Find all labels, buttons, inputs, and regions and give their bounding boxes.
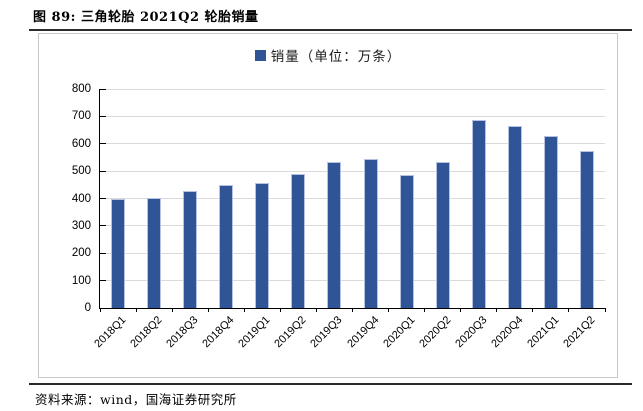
footer-divider — [29, 383, 632, 385]
x-axis-tick — [315, 308, 317, 312]
y-axis-label: 800 — [71, 83, 91, 95]
legend-label: 销量（单位：万条） — [270, 49, 402, 65]
bar-2018Q1 — [111, 199, 126, 308]
bar-2019Q1 — [255, 182, 270, 308]
gridline — [100, 88, 605, 90]
gridline — [100, 143, 605, 145]
x-axis-tick — [279, 308, 281, 312]
gridline — [100, 280, 605, 282]
bar-2021Q1 — [543, 136, 558, 308]
bar-2020Q2 — [435, 162, 450, 308]
plot-area — [99, 88, 606, 312]
bar-2020Q1 — [399, 175, 414, 308]
legend-marker-icon — [254, 49, 266, 61]
x-axis-tick — [388, 308, 390, 312]
y-axis-tick — [100, 225, 106, 227]
y-axis-tick — [100, 143, 106, 145]
bar-2019Q3 — [327, 162, 342, 308]
title-divider — [29, 29, 632, 31]
bar-2018Q3 — [183, 190, 198, 308]
x-axis-tick — [171, 308, 173, 312]
bar-2018Q4 — [219, 184, 234, 308]
y-axis-tick — [100, 170, 106, 172]
x-axis-tick — [243, 308, 245, 312]
x-axis-tick — [135, 308, 137, 312]
x-axis-tick — [604, 308, 606, 312]
source-note: 资料来源：wind，国海证券研究所 — [35, 392, 237, 407]
y-axis-tick — [100, 88, 106, 90]
y-axis-label: 600 — [71, 137, 91, 150]
chart-frame: 销量（单位：万条） 0 100 200 300 400 500 600 700 800 2018… — [38, 33, 618, 378]
bar-2019Q4 — [363, 158, 378, 308]
gridline — [100, 115, 605, 117]
y-axis-tick — [100, 198, 106, 199]
y-axis-tick — [100, 115, 106, 117]
y-axis-label: 300 — [71, 219, 91, 232]
y-axis-label: 200 — [71, 247, 91, 260]
x-axis-tick — [352, 308, 353, 312]
gridline — [100, 252, 605, 254]
y-axis-label: 400 — [71, 192, 91, 205]
bar-2021Q2 — [579, 151, 594, 308]
gridline — [100, 170, 605, 172]
x-axis-tick — [496, 308, 498, 312]
bar-2020Q4 — [507, 126, 522, 308]
y-axis-tick — [100, 308, 106, 309]
y-axis-label: 0 — [84, 302, 91, 314]
y-axis-label: 700 — [71, 110, 91, 123]
x-axis-tick — [460, 308, 462, 312]
chart-legend: 销量（单位：万条） — [39, 45, 617, 65]
figure-title: 图 89: 三角轮胎 2021Q2 轮胎销量 — [33, 10, 259, 25]
bar-2020Q3 — [471, 119, 486, 308]
bar-2018Q2 — [147, 198, 162, 308]
x-axis-tick — [207, 308, 209, 312]
y-axis-tick — [100, 252, 106, 254]
gridline — [100, 225, 605, 227]
gridline — [100, 198, 605, 199]
y-axis-tick — [100, 280, 106, 282]
y-axis-label: 500 — [71, 165, 91, 178]
bar-2019Q2 — [291, 173, 306, 308]
x-axis-tick — [424, 308, 426, 312]
x-axis-tick — [568, 308, 570, 312]
x-axis-tick — [99, 308, 101, 312]
y-axis-label: 100 — [71, 274, 91, 287]
x-axis-tick — [532, 308, 534, 312]
